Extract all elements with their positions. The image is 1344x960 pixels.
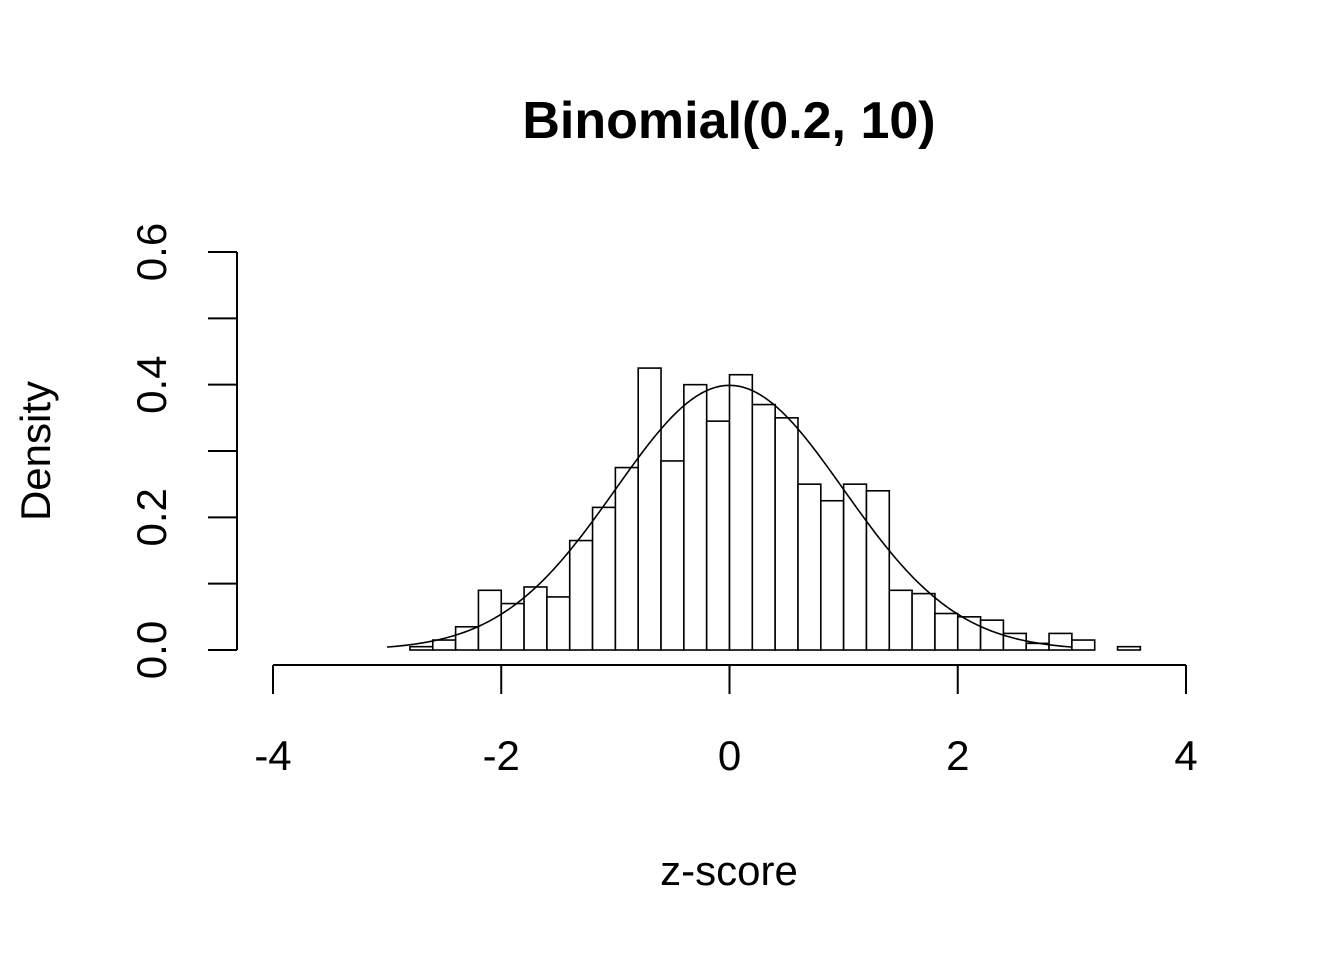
- histogram-bar: [728, 373, 754, 651]
- histogram-bar: [1071, 639, 1096, 651]
- histogram-bar: [888, 589, 913, 651]
- x-tick-label: 2: [946, 732, 969, 779]
- y-axis: 0.0 0.2 0.4 0.6: [128, 223, 238, 679]
- histogram-bar: [819, 499, 845, 651]
- histogram-bar: [865, 489, 891, 651]
- normal-curve-layer: [387, 384, 1072, 648]
- x-tick-label: -4: [254, 732, 291, 779]
- y-tick-label: 0.2: [128, 488, 175, 546]
- histogram-bar: [751, 403, 776, 651]
- x-tick-label: -2: [483, 732, 520, 779]
- histogram-bar: [956, 616, 982, 651]
- histogram-bar: [842, 483, 868, 651]
- y-tick-label: 0.6: [128, 223, 175, 281]
- histogram-bar: [454, 625, 480, 651]
- histogram-bar: [500, 602, 525, 651]
- histogram-bar: [614, 466, 640, 651]
- histogram-bar: [911, 592, 936, 651]
- x-axis-label: z-score: [660, 847, 798, 894]
- histogram-bar: [705, 420, 731, 651]
- histogram-bar: [568, 539, 594, 651]
- y-tick-label: 0.0: [128, 621, 175, 679]
- histogram-bar: [774, 417, 799, 651]
- normal-density-curve: [387, 384, 1072, 648]
- x-axis: -4 -2 0 2 4: [254, 664, 1198, 779]
- histogram-bar: [1116, 645, 1142, 651]
- histogram-bar: [797, 483, 822, 651]
- histogram-bar: [591, 506, 617, 651]
- histogram-bar: [683, 383, 708, 651]
- x-tick-label: 4: [1174, 732, 1197, 779]
- y-axis-label: Density: [12, 381, 59, 521]
- histogram-bar: [523, 586, 548, 651]
- x-tick-label: 0: [718, 732, 741, 779]
- histogram-bar: [409, 645, 434, 651]
- histogram-bar: [637, 367, 662, 651]
- histogram-bar: [546, 596, 571, 651]
- histogram-bar: [660, 460, 685, 651]
- y-tick-label: 0.4: [128, 355, 175, 413]
- histogram-bars: [409, 367, 1142, 651]
- histogram-bar: [934, 612, 959, 651]
- histogram-bar: [979, 619, 1005, 651]
- chart-title: Binomial(0.2, 10): [522, 92, 935, 150]
- histogram-bar: [431, 639, 457, 651]
